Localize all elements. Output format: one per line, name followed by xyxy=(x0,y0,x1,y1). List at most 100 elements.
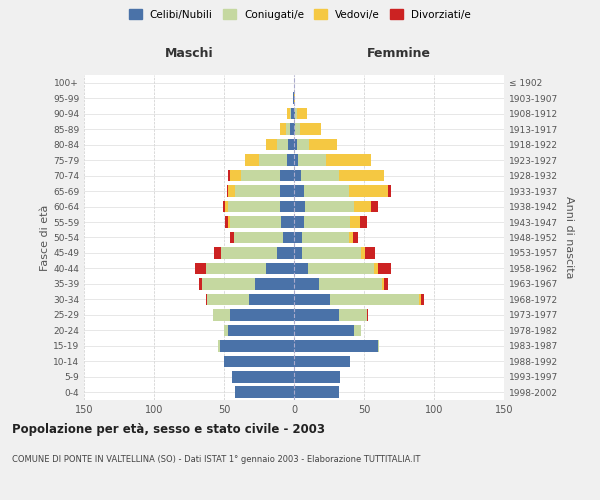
Bar xyxy=(371,200,378,212)
Bar xyxy=(360,216,367,228)
Bar xyxy=(297,139,310,150)
Bar xyxy=(241,170,280,181)
Bar xyxy=(301,170,339,181)
Bar xyxy=(361,247,365,259)
Bar xyxy=(382,278,383,289)
Bar xyxy=(228,170,230,181)
Bar xyxy=(294,170,301,181)
Bar xyxy=(220,340,294,351)
Bar xyxy=(297,108,307,120)
Bar xyxy=(280,170,294,181)
Bar xyxy=(294,324,354,336)
Bar xyxy=(294,154,298,166)
Bar xyxy=(302,232,349,243)
Bar xyxy=(354,324,361,336)
Bar xyxy=(354,200,371,212)
Bar xyxy=(206,294,207,305)
Bar xyxy=(224,356,294,367)
Bar xyxy=(294,247,302,259)
Bar xyxy=(206,262,266,274)
Bar xyxy=(304,186,349,197)
Bar xyxy=(294,92,295,104)
Bar xyxy=(291,108,294,120)
Bar xyxy=(224,324,228,336)
Bar xyxy=(202,278,255,289)
Bar xyxy=(277,139,289,150)
Bar xyxy=(299,124,320,135)
Bar xyxy=(281,216,294,228)
Bar xyxy=(226,200,228,212)
Bar xyxy=(234,232,283,243)
Bar xyxy=(298,154,326,166)
Bar xyxy=(280,186,294,197)
Bar xyxy=(294,216,304,228)
Bar xyxy=(339,170,383,181)
Bar xyxy=(310,139,337,150)
Bar xyxy=(294,386,339,398)
Bar xyxy=(221,247,277,259)
Bar xyxy=(419,294,421,305)
Bar xyxy=(249,294,294,305)
Bar xyxy=(374,262,378,274)
Bar xyxy=(228,186,235,197)
Bar xyxy=(223,200,226,212)
Y-axis label: Anni di nascita: Anni di nascita xyxy=(563,196,574,279)
Bar xyxy=(294,124,295,135)
Bar xyxy=(331,294,419,305)
Bar xyxy=(207,294,249,305)
Bar xyxy=(218,340,220,351)
Bar xyxy=(235,386,294,398)
Legend: Celibi/Nubili, Coniugati/e, Vedovi/e, Divorziati/e: Celibi/Nubili, Coniugati/e, Vedovi/e, Di… xyxy=(125,5,475,24)
Bar xyxy=(266,262,294,274)
Text: Popolazione per età, sesso e stato civile - 2003: Popolazione per età, sesso e stato civil… xyxy=(12,422,325,436)
Bar xyxy=(349,232,353,243)
Bar xyxy=(286,124,290,135)
Bar xyxy=(230,309,294,320)
Bar xyxy=(214,247,221,259)
Bar xyxy=(294,232,302,243)
Bar xyxy=(287,108,290,120)
Bar xyxy=(235,186,280,197)
Bar xyxy=(305,200,354,212)
Bar xyxy=(365,247,375,259)
Bar xyxy=(227,186,228,197)
Bar xyxy=(228,324,294,336)
Bar xyxy=(226,216,228,228)
Text: COMUNE DI PONTE IN VALTELLINA (SO) - Dati ISTAT 1° gennaio 2003 - Elaborazione T: COMUNE DI PONTE IN VALTELLINA (SO) - Dat… xyxy=(12,455,421,464)
Bar xyxy=(302,247,361,259)
Bar xyxy=(383,278,388,289)
Bar xyxy=(228,200,280,212)
Bar xyxy=(230,170,241,181)
Bar xyxy=(280,124,286,135)
Bar xyxy=(378,340,379,351)
Bar xyxy=(232,371,294,382)
Bar xyxy=(199,278,202,289)
Bar xyxy=(349,186,388,197)
Bar xyxy=(277,247,294,259)
Bar xyxy=(319,278,382,289)
Bar xyxy=(230,216,281,228)
Bar xyxy=(326,154,371,166)
Bar xyxy=(367,309,368,320)
Bar xyxy=(421,294,424,305)
Bar xyxy=(290,124,294,135)
Bar xyxy=(230,232,234,243)
Bar xyxy=(353,232,358,243)
Text: Maschi: Maschi xyxy=(164,47,214,60)
Bar xyxy=(378,262,391,274)
Bar xyxy=(294,309,339,320)
Bar xyxy=(213,309,230,320)
Bar xyxy=(294,294,331,305)
Bar xyxy=(194,262,206,274)
Bar xyxy=(294,340,378,351)
Bar xyxy=(280,200,294,212)
Bar xyxy=(294,139,297,150)
Bar xyxy=(245,154,259,166)
Bar xyxy=(287,154,294,166)
Bar xyxy=(295,108,297,120)
Y-axis label: Fasce di età: Fasce di età xyxy=(40,204,50,270)
Bar xyxy=(339,309,367,320)
Bar xyxy=(308,262,374,274)
Bar xyxy=(294,356,350,367)
Bar xyxy=(266,139,277,150)
